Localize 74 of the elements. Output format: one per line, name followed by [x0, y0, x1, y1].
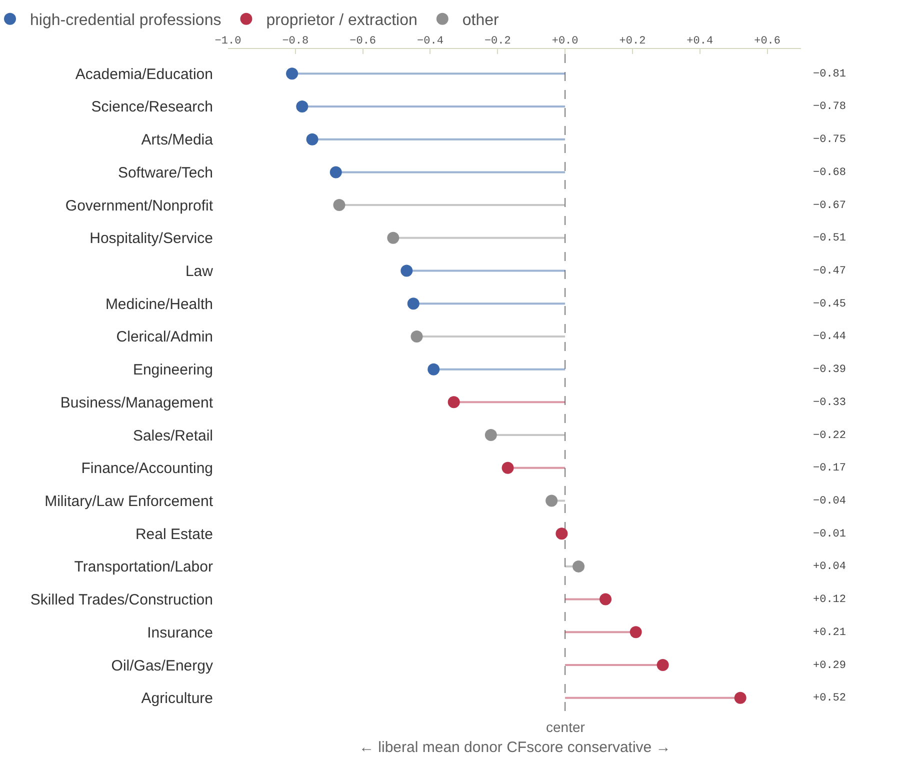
- text: −0.45: [813, 298, 846, 310]
- point: [630, 626, 642, 638]
- legend-label: proprietor / extraction: [266, 12, 418, 30]
- x-tick-label: −0.6: [350, 36, 376, 48]
- y-tick-label: Science/Research: [91, 98, 213, 116]
- point: [428, 363, 440, 376]
- text: −0.01: [813, 528, 846, 540]
- y-tick-label: Insurance: [147, 624, 213, 642]
- x-tick-label: +0.0: [552, 36, 578, 48]
- y-tick-label: Arts/Media: [141, 132, 214, 149]
- x-tick-label: +0.2: [619, 36, 646, 48]
- y-tick-label: Transportation/Labor: [74, 558, 213, 576]
- x-tick-label: −0.4: [417, 36, 444, 48]
- text: −0.33: [813, 396, 846, 409]
- text: +0.04: [813, 561, 846, 574]
- text: −0.39: [813, 364, 846, 376]
- point: [407, 298, 420, 310]
- y-tick-label: Sales/Retail: [132, 427, 213, 444]
- text: −0.51: [813, 232, 846, 245]
- text: −0.81: [813, 68, 846, 80]
- text: −0.68: [813, 166, 846, 179]
- y-tick-label: Finance/Accounting: [81, 460, 213, 478]
- y-tick-label: Oil/Gas/Energy: [111, 657, 214, 674]
- y-tick-label: Skilled Trades/Construction: [30, 592, 213, 609]
- point: [400, 264, 413, 277]
- ref-line-label: center: [546, 719, 586, 735]
- text: +0.29: [813, 660, 846, 672]
- text: −0.67: [813, 200, 846, 212]
- x-axis-title: ← liberal mean donor CFscore conservative →: [359, 739, 671, 756]
- text: −0.22: [813, 430, 846, 442]
- text: −0.47: [813, 266, 846, 278]
- y-tick-label: Government/Nonprofit: [65, 197, 214, 214]
- text: −0.78: [813, 101, 846, 114]
- x-tick-label: +0.4: [686, 36, 714, 48]
- point: [600, 593, 612, 606]
- point: [656, 659, 669, 671]
- point: [387, 232, 400, 244]
- x-tick-label: +0.6: [754, 36, 780, 48]
- point: [330, 166, 342, 178]
- text: −0.44: [813, 331, 846, 344]
- point: [306, 133, 318, 146]
- point: [410, 330, 423, 342]
- x-tick-label: −0.2: [484, 36, 511, 48]
- point: [734, 692, 746, 704]
- point: [296, 100, 308, 112]
- point: [484, 429, 497, 442]
- point: [546, 494, 558, 507]
- y-tick-label: Law: [185, 263, 214, 280]
- y-tick-label: Agriculture: [141, 690, 213, 708]
- point: [448, 396, 460, 408]
- y-tick-label: Business/Management: [60, 394, 214, 412]
- point: [286, 68, 298, 80]
- y-tick-label: Clerical/Admin: [116, 328, 213, 346]
- y-tick-label: Academia/Education: [75, 66, 213, 83]
- x-tick-label: −1.0: [214, 36, 242, 48]
- y-tick-label: Software/Tech: [118, 164, 213, 182]
- y-tick-label: Hospitality/Service: [90, 230, 213, 248]
- y-tick-label: Medicine/Health: [105, 296, 213, 313]
- y-tick-label: Engineering: [132, 362, 213, 379]
- text: +0.52: [813, 692, 846, 705]
- text: −0.75: [813, 134, 846, 146]
- text: +0.12: [813, 594, 846, 606]
- text: +0.21: [813, 626, 846, 639]
- legend-label: other: [462, 12, 500, 30]
- legend-label: high-credential professions: [30, 12, 222, 30]
- text: −0.04: [813, 495, 846, 508]
- point: [502, 462, 514, 474]
- x-tick-label: −0.8: [282, 36, 309, 48]
- y-tick-label: Military/Law Enforcement: [44, 492, 214, 510]
- y-tick-label: Real Estate: [135, 526, 213, 543]
- point: [333, 199, 346, 212]
- point: [572, 560, 585, 572]
- text: −0.17: [813, 462, 846, 475]
- point: [556, 528, 568, 540]
